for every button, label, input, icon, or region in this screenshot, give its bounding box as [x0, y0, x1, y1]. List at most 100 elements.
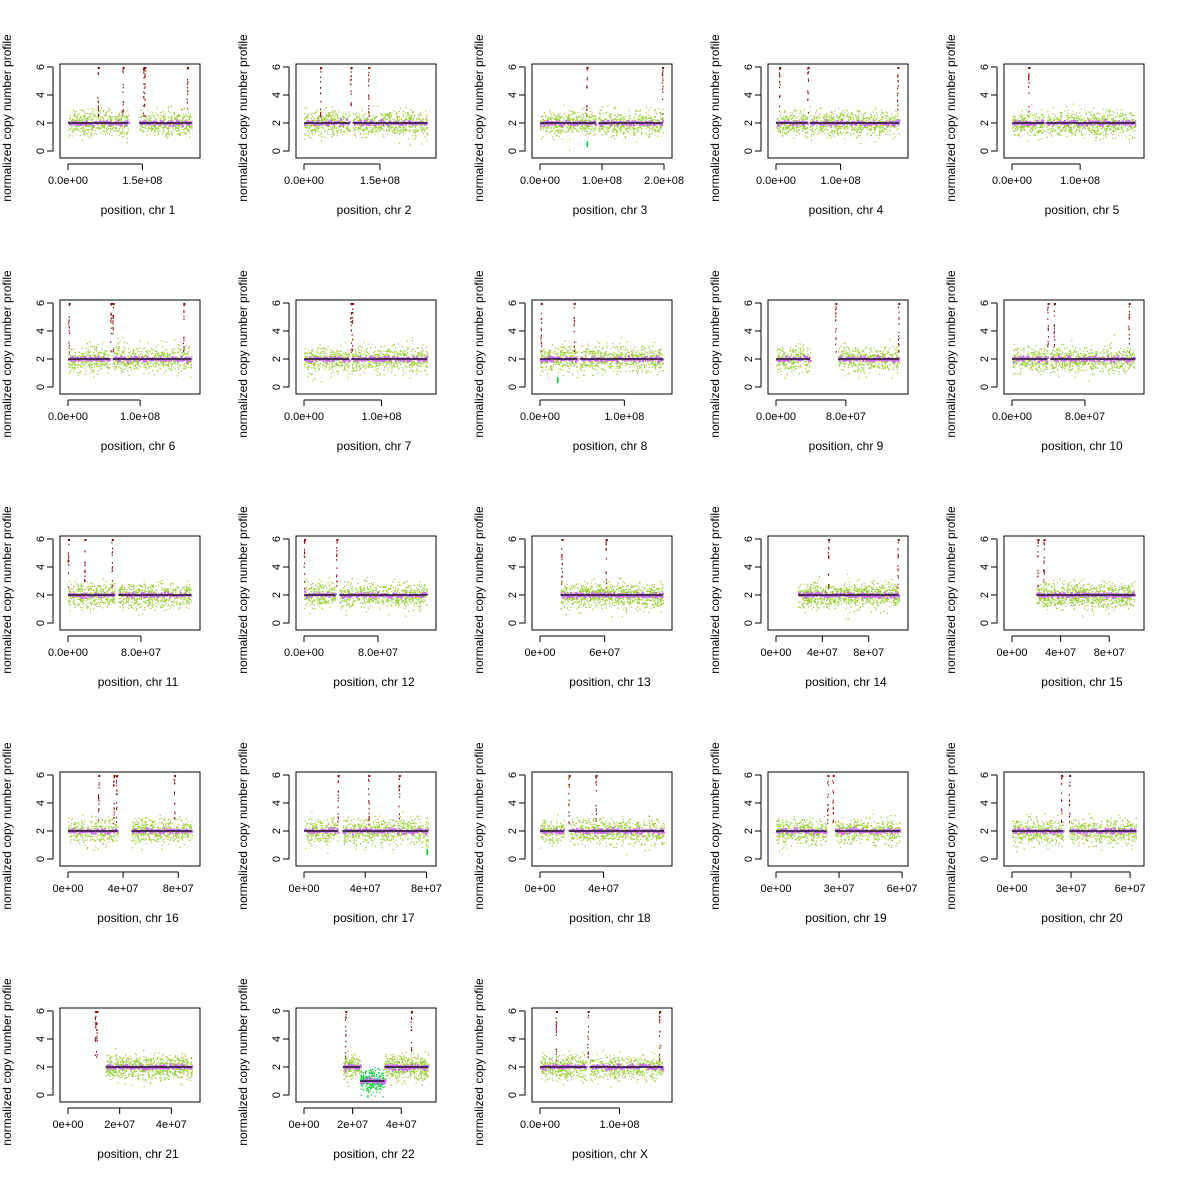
ratio-point	[803, 126, 805, 128]
ratio-point	[310, 129, 312, 131]
ratio-point	[793, 120, 795, 122]
ratio-point	[181, 109, 184, 111]
ratio-point	[398, 125, 400, 127]
ratio-point	[619, 128, 621, 131]
ratio-point	[879, 130, 881, 132]
ratio-point	[414, 126, 416, 128]
ratio-point	[614, 127, 616, 129]
ratio-point	[1026, 119, 1028, 121]
ratio-point	[71, 120, 73, 122]
ratio-point	[82, 109, 84, 111]
ratio-point	[572, 111, 574, 113]
ratio-point	[1057, 127, 1059, 129]
ratio-point	[358, 120, 360, 123]
ratio-point	[1092, 126, 1094, 128]
ratio-point	[645, 119, 647, 121]
ratio-point	[1130, 128, 1132, 130]
ratio-point	[388, 130, 390, 133]
ratio-point	[546, 126, 548, 128]
ratio-point	[897, 127, 899, 129]
ratio-point	[119, 128, 121, 130]
ratio-point	[1126, 119, 1128, 121]
ratio-point	[318, 115, 321, 117]
outlier-point	[187, 89, 189, 92]
ratio-point	[620, 128, 622, 130]
ratio-point	[387, 126, 389, 128]
ratio-point	[895, 124, 897, 126]
ratio-point	[571, 131, 573, 133]
outlier-point	[97, 73, 99, 75]
ratio-point	[568, 129, 570, 131]
ratio-point	[180, 120, 182, 122]
ratio-point	[332, 111, 334, 113]
ratio-point	[841, 118, 843, 120]
ratio-point	[318, 130, 320, 132]
ratio-point	[396, 119, 398, 121]
ratio-point	[173, 113, 175, 115]
ratio-point	[623, 118, 626, 120]
ratio-point	[390, 116, 392, 118]
ratio-point	[185, 132, 188, 134]
ratio-point	[108, 133, 110, 135]
ratio-point	[98, 114, 100, 116]
ratio-point	[637, 118, 639, 120]
ratio-point	[1067, 116, 1069, 118]
ratio-point	[792, 127, 794, 129]
ratio-point	[402, 114, 404, 116]
smoothed-point	[792, 123, 795, 127]
ratio-point	[313, 129, 315, 131]
ratio-point	[1017, 134, 1019, 137]
ratio-point	[1072, 132, 1074, 134]
smoothed-point	[649, 122, 652, 126]
ratio-point	[857, 129, 859, 131]
ratio-point	[1042, 132, 1044, 134]
ratio-point	[820, 120, 822, 122]
ratio-point	[345, 117, 347, 120]
ratio-point	[845, 109, 847, 111]
ratio-point	[311, 116, 313, 118]
ratio-point	[843, 128, 845, 130]
ratio-point	[828, 120, 830, 122]
ratio-point	[845, 128, 847, 130]
ratio-point	[366, 118, 368, 120]
ratio-point	[1079, 104, 1081, 107]
chart-panel-chr-4: 0 2 4 6 0.0e+00 1.0e+08 normalized copy number…	[708, 0, 944, 236]
ratio-point	[191, 116, 193, 118]
ratio-point	[83, 132, 85, 134]
ratio-point	[406, 129, 408, 131]
ratio-point	[869, 120, 871, 122]
ratio-point	[542, 119, 544, 121]
ratio-point	[1013, 114, 1015, 116]
ratio-point	[1102, 131, 1104, 133]
ratio-point	[163, 129, 165, 131]
ratio-point	[77, 129, 79, 131]
ratio-point	[607, 131, 610, 133]
ratio-point	[871, 124, 873, 126]
ratio-point	[782, 119, 784, 121]
ratio-point	[419, 127, 421, 129]
ratio-point	[362, 128, 364, 130]
ratio-point	[357, 114, 359, 117]
ratio-point	[600, 127, 602, 129]
ratio-point	[776, 123, 779, 125]
ratio-point	[594, 127, 596, 129]
ratio-point	[76, 119, 78, 121]
ratio-point	[101, 107, 103, 109]
ratio-point	[107, 125, 109, 127]
smoothed-point	[896, 120, 899, 123]
smoothed-point	[368, 123, 371, 127]
ratio-point	[582, 124, 584, 126]
ratio-point	[150, 115, 152, 117]
ratio-point	[576, 111, 578, 113]
ratio-point	[1092, 133, 1094, 135]
ratio-point	[102, 117, 104, 119]
ratio-point	[420, 125, 422, 127]
ratio-point	[328, 113, 330, 115]
ratio-point	[822, 116, 824, 118]
ratio-point	[636, 127, 638, 129]
ratio-point	[1105, 130, 1107, 132]
ratio-point	[412, 125, 414, 127]
ratio-point	[637, 121, 639, 123]
ratio-point	[342, 120, 344, 122]
ratio-point	[624, 132, 626, 134]
